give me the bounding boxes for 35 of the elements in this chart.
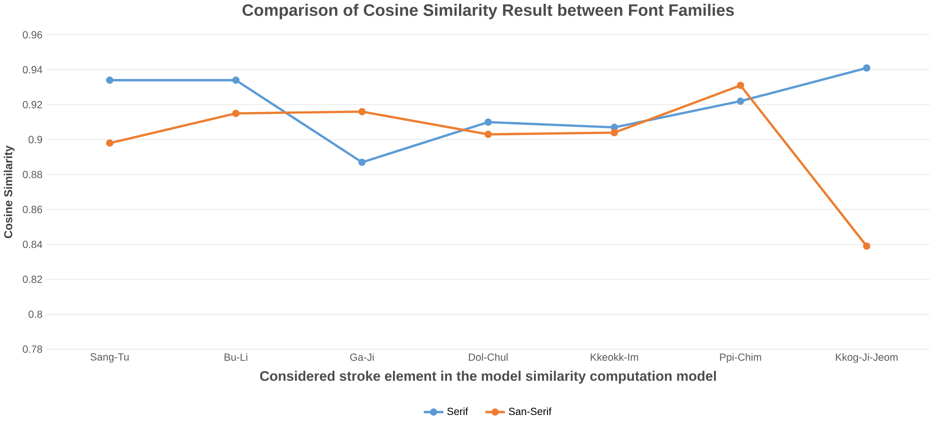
y-tick-label: 0.86 xyxy=(22,206,42,213)
point xyxy=(863,64,870,72)
y-tick-label: 0.9 xyxy=(28,136,42,144)
point xyxy=(232,76,240,84)
x-tick-label: Bu-Li xyxy=(224,353,248,361)
x-axis-title: Considered stroke element in the model similarity computation model xyxy=(260,370,716,384)
x-tick-label: Ga-Ji xyxy=(350,353,374,361)
y-tick-label: 0.78 xyxy=(22,345,42,353)
point xyxy=(106,139,114,147)
x-tick-label: Dol-Chul xyxy=(468,353,508,361)
y-tick-label: 0.92 xyxy=(22,100,42,108)
point xyxy=(358,158,366,166)
point xyxy=(484,130,492,138)
legend-label: Serif xyxy=(447,407,468,415)
y-tick-label: 0.96 xyxy=(22,31,42,38)
point xyxy=(484,118,492,126)
y-tick-label: 0.8 xyxy=(28,310,42,318)
point xyxy=(358,108,366,116)
chart-title: Comparison of Cosine Similarity Result between Font Families xyxy=(242,4,734,20)
legend-label: San-Serif xyxy=(508,407,552,415)
point xyxy=(106,76,114,84)
x-tick-label: Kkog-Ji-Jeom xyxy=(836,353,898,363)
point xyxy=(736,97,744,105)
point xyxy=(232,110,240,117)
y-axis-title: Cosine Similarity xyxy=(4,145,15,238)
x-tick-label: Ppi-Chim xyxy=(720,353,762,363)
x-tick-label: Kkeokk-Im xyxy=(590,353,638,361)
point xyxy=(736,82,744,89)
x-tick-label: Sang-Tu xyxy=(90,353,129,362)
point xyxy=(863,242,870,250)
y-tick-label: 0.88 xyxy=(22,170,42,178)
y-tick-label: 0.94 xyxy=(22,66,42,74)
y-tick-label: 0.84 xyxy=(22,240,42,248)
point xyxy=(610,128,618,136)
y-tick-label: 0.82 xyxy=(22,276,42,283)
